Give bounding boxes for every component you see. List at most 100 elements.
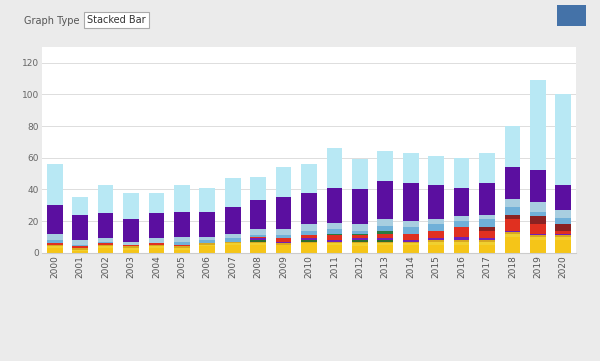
Bar: [428, 184, 444, 219]
Bar: [454, 221, 469, 227]
Bar: [72, 215, 88, 240]
Bar: [556, 184, 571, 210]
Bar: [275, 235, 292, 239]
Bar: [326, 234, 343, 235]
Bar: [250, 237, 266, 239]
Bar: [199, 237, 215, 240]
Bar: [454, 240, 469, 242]
Bar: [377, 182, 393, 219]
Bar: [199, 188, 215, 212]
Bar: [174, 249, 190, 253]
Bar: [174, 246, 190, 248]
Bar: [301, 240, 317, 242]
Bar: [199, 245, 215, 246]
Bar: [428, 242, 444, 245]
Bar: [174, 237, 190, 242]
Bar: [530, 212, 546, 216]
Bar: [47, 243, 62, 245]
Bar: [403, 242, 419, 243]
Bar: [199, 243, 215, 245]
Bar: [326, 188, 343, 223]
Bar: [352, 240, 368, 242]
Bar: [225, 242, 241, 243]
Bar: [479, 240, 495, 242]
Bar: [530, 224, 546, 234]
Bar: [250, 242, 266, 243]
Bar: [326, 235, 343, 240]
Bar: [98, 248, 113, 253]
Bar: [47, 248, 62, 253]
Bar: [454, 216, 469, 221]
Bar: [275, 243, 292, 245]
Bar: [301, 164, 317, 192]
Bar: [352, 246, 368, 253]
Bar: [98, 213, 113, 239]
Bar: [403, 153, 419, 183]
Bar: [326, 223, 343, 229]
Bar: [123, 248, 139, 249]
Bar: [530, 80, 546, 170]
Bar: [149, 248, 164, 253]
Bar: [428, 245, 444, 253]
Bar: [403, 240, 419, 242]
Bar: [556, 240, 571, 253]
Bar: [47, 245, 62, 246]
Bar: [428, 219, 444, 224]
Bar: [301, 235, 317, 239]
Bar: [352, 243, 368, 246]
Bar: [556, 235, 571, 237]
Text: Stacked Bar: Stacked Bar: [87, 15, 146, 25]
Bar: [275, 242, 292, 243]
Bar: [428, 240, 444, 242]
Bar: [149, 246, 164, 248]
Bar: [428, 224, 444, 231]
Bar: [530, 234, 546, 235]
Bar: [301, 243, 317, 253]
Bar: [225, 239, 241, 242]
Bar: [530, 216, 546, 224]
Bar: [275, 197, 292, 229]
Bar: [123, 192, 139, 219]
Bar: [275, 229, 292, 235]
Bar: [505, 237, 520, 253]
Bar: [326, 243, 343, 245]
Bar: [326, 229, 343, 234]
Bar: [377, 243, 393, 245]
Bar: [454, 237, 469, 240]
Bar: [174, 242, 190, 245]
Bar: [199, 240, 215, 243]
Bar: [505, 231, 520, 232]
Bar: [505, 219, 520, 231]
Bar: [556, 95, 571, 184]
Bar: [403, 245, 419, 253]
Bar: [225, 245, 241, 253]
Bar: [47, 234, 62, 240]
Bar: [479, 227, 495, 231]
Bar: [225, 207, 241, 234]
Bar: [199, 212, 215, 237]
Bar: [505, 232, 520, 234]
Bar: [98, 242, 113, 243]
Bar: [123, 245, 139, 246]
Bar: [47, 246, 62, 248]
Bar: [479, 219, 495, 227]
Bar: [72, 240, 88, 245]
Bar: [301, 231, 317, 235]
Bar: [377, 226, 393, 231]
Text: Graph Type: Graph Type: [24, 16, 79, 26]
Bar: [403, 234, 419, 240]
Bar: [149, 213, 164, 239]
Bar: [199, 246, 215, 253]
Bar: [149, 245, 164, 246]
Bar: [403, 227, 419, 234]
Bar: [250, 243, 266, 245]
Bar: [479, 153, 495, 183]
Bar: [556, 234, 571, 235]
Bar: [479, 245, 495, 253]
Bar: [454, 245, 469, 253]
Bar: [250, 229, 266, 235]
Bar: [301, 239, 317, 240]
Bar: [403, 243, 419, 245]
Bar: [556, 218, 571, 224]
Bar: [352, 235, 368, 239]
